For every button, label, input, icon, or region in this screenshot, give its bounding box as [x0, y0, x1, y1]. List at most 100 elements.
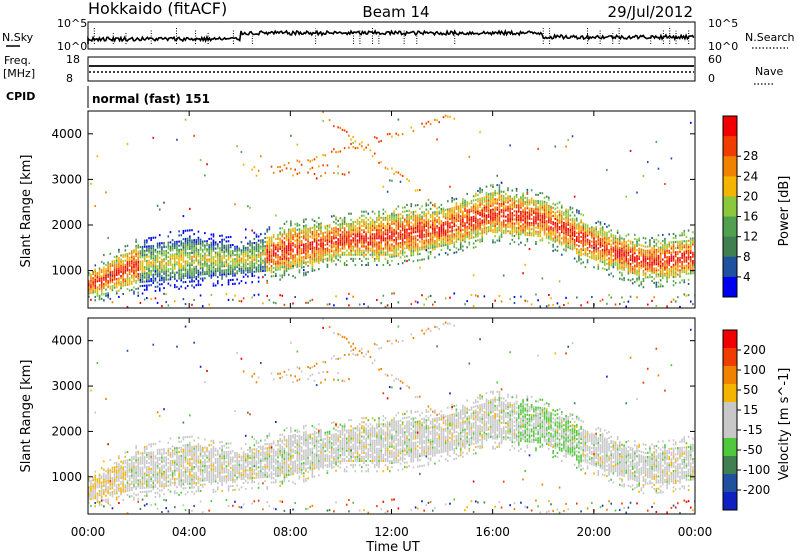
power-cell	[627, 300, 630, 303]
power-cell	[259, 263, 262, 267]
power-cell	[399, 252, 402, 255]
power-cell	[356, 220, 359, 223]
power-cell	[100, 269, 103, 272]
power-cell	[266, 279, 269, 282]
power-cell	[457, 226, 460, 229]
power-cell	[341, 227, 344, 230]
power-cell	[109, 265, 112, 268]
power-cell	[578, 226, 580, 229]
power-cell	[526, 191, 529, 195]
power-cell	[442, 244, 445, 247]
power-cell	[229, 279, 232, 282]
power-cell	[410, 240, 413, 243]
power-cell	[272, 262, 275, 265]
power-cell	[569, 222, 572, 225]
power-cell	[459, 235, 462, 238]
power-cell	[481, 209, 484, 212]
power-cell	[462, 220, 464, 223]
power-cell	[487, 193, 490, 196]
power-cell	[438, 245, 441, 248]
power-cell	[216, 243, 219, 246]
power-cell	[367, 257, 370, 260]
power-cell	[244, 248, 247, 251]
power-cell	[513, 195, 516, 198]
power-cell	[141, 280, 144, 283]
power-cell	[382, 218, 385, 221]
power-cell	[259, 239, 262, 242]
power-cell	[141, 272, 144, 275]
power-cell	[408, 213, 410, 216]
power-cell	[520, 221, 522, 224]
power-cell	[395, 255, 398, 258]
power-cell	[535, 216, 537, 219]
power-cell	[642, 249, 645, 252]
power-cell	[182, 298, 185, 301]
power-cell	[440, 244, 443, 247]
power-cell	[242, 261, 245, 264]
power-cell	[242, 297, 245, 300]
power-cell	[197, 242, 200, 245]
power-cell	[165, 272, 167, 275]
power-cell	[167, 262, 170, 265]
power-cell	[128, 270, 131, 274]
power-cell	[378, 259, 380, 262]
power-cell	[545, 205, 548, 208]
power-cell	[122, 268, 124, 271]
power-cell	[214, 261, 217, 264]
power-cell	[378, 227, 380, 230]
power-cell	[236, 247, 238, 250]
power-cell	[292, 242, 294, 245]
power-cell	[365, 247, 367, 250]
power-cell	[371, 255, 374, 258]
power-cell	[232, 262, 234, 265]
power-cell	[143, 251, 146, 254]
power-cell	[189, 266, 191, 269]
power-cell	[636, 259, 638, 262]
power-cell	[410, 203, 413, 206]
power-cell	[569, 230, 572, 233]
power-cell	[238, 299, 241, 303]
power-cell	[107, 279, 109, 282]
power-cell	[610, 249, 612, 252]
power-cell	[391, 247, 393, 250]
power-cell	[427, 243, 430, 246]
power-cell	[341, 235, 344, 238]
power-cell	[173, 284, 176, 287]
power-cell	[294, 239, 296, 242]
power-cell	[315, 260, 318, 263]
power-cell	[180, 254, 183, 257]
power-cell	[281, 247, 284, 250]
power-cell	[393, 220, 395, 223]
power-cell	[148, 272, 150, 275]
power-cell	[287, 265, 290, 268]
power-cell	[464, 240, 466, 243]
power-cell	[350, 229, 352, 232]
power-cell	[146, 272, 148, 275]
power-cell	[287, 259, 290, 262]
power-cell	[395, 253, 398, 256]
power-cell	[576, 209, 578, 212]
power-cell	[146, 249, 148, 252]
power-cell	[554, 207, 557, 210]
power-cell	[354, 257, 357, 260]
power-cell	[550, 209, 552, 212]
power-cell	[283, 272, 286, 275]
power-cell	[229, 252, 232, 255]
power-cell	[285, 237, 288, 240]
power-cell	[195, 284, 198, 287]
power-cell	[173, 240, 176, 244]
power-cell	[137, 273, 140, 276]
power-cell	[111, 276, 114, 279]
power-cell	[311, 263, 314, 266]
power-cell	[524, 207, 527, 210]
power-cell	[219, 234, 221, 237]
power-cell	[520, 225, 522, 228]
power-cell	[496, 202, 499, 205]
power-cell	[395, 246, 398, 249]
power-cell	[410, 227, 413, 230]
power-cell	[98, 285, 101, 289]
power-cell	[139, 266, 142, 269]
power-cell	[537, 214, 539, 217]
power-cell	[148, 261, 150, 264]
power-cell	[636, 279, 638, 282]
